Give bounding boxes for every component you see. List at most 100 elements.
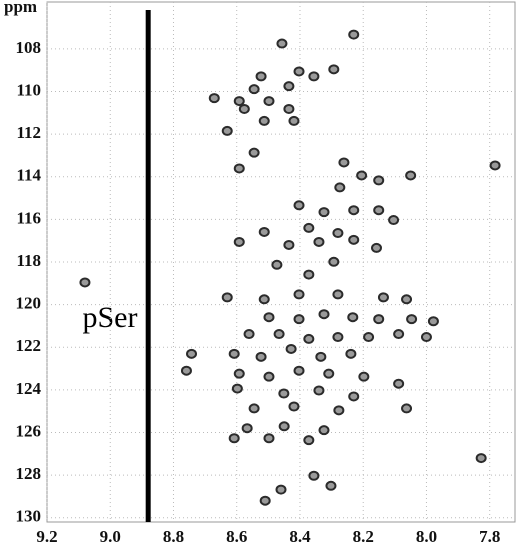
peak [288,115,300,126]
peak [356,170,368,181]
peak [328,64,340,75]
peak [303,333,315,344]
peak [233,96,245,107]
peak [348,205,360,216]
peak [377,292,389,303]
peak [278,388,290,399]
peak [303,222,315,233]
peak [313,236,325,247]
peak [405,170,417,181]
peak [293,66,305,77]
peak [263,96,275,107]
peak [241,423,253,434]
peak [228,433,240,444]
peak [323,368,335,379]
peak [303,435,315,446]
peak [285,343,297,354]
peak [79,277,91,288]
annotation: pSer [83,301,138,334]
peak [308,470,320,481]
peak [318,207,330,218]
y-tick-label: 126 [16,421,42,440]
peak [263,433,275,444]
y-tick-label: 108 [16,38,42,57]
peak [406,314,418,325]
peak [248,403,260,414]
peak [363,332,375,343]
y-tick-label: 124 [16,379,42,398]
x-tick-label: 9.0 [100,527,121,546]
peak [393,378,405,389]
x-tick-label: 8.6 [226,527,247,546]
y-tick-label: 122 [16,336,42,355]
peak [332,289,344,300]
peak [332,332,344,343]
x-tick-label: 7.8 [479,527,500,546]
peak [186,348,198,359]
peak [208,93,220,104]
peak [373,205,385,216]
peak [221,292,233,303]
peak [393,329,405,340]
peak [233,163,245,174]
y-axis-label: ppm [4,0,37,16]
peak [420,332,432,343]
peak [338,157,350,168]
peak [233,368,245,379]
peak [347,312,359,323]
y-tick-label: 114 [16,166,41,185]
peak [489,160,501,171]
peak [273,329,285,340]
peak [283,103,295,114]
peak [255,71,267,82]
peak [258,226,270,237]
peak [283,81,295,92]
peak [308,71,320,82]
peak [313,385,325,396]
peak [348,234,360,245]
peak [388,215,400,226]
peak [221,125,233,136]
peak [238,103,250,114]
peak [358,371,370,382]
peak [475,453,487,464]
peak [283,239,295,250]
x-tick-label: 8.0 [416,527,437,546]
peak [318,309,330,320]
peak [258,294,270,305]
peak [315,351,327,362]
peak [293,200,305,211]
peak [370,242,382,253]
y-tick-label: 116 [16,208,41,227]
peak [303,269,315,280]
peak [318,425,330,436]
peak [345,348,357,359]
y-tick-label: 130 [16,507,42,526]
peak [263,312,275,323]
peak [334,182,346,193]
y-tick-label: 128 [16,464,42,483]
y-tick-label: 112 [16,123,41,142]
peak [348,29,360,40]
x-tick-label: 9.2 [36,527,57,546]
x-tick-label: 8.8 [163,527,184,546]
peak [259,495,271,506]
peak [248,147,260,158]
peak [231,383,243,394]
peak [271,259,283,270]
y-tick-label: 110 [16,80,41,99]
peak [325,480,337,491]
peak [278,421,290,432]
peak [288,401,300,412]
peak [248,84,260,95]
peak [180,365,192,376]
y-tick-label: 118 [16,251,41,270]
peak [243,329,255,340]
y-tick-label: 120 [16,294,42,313]
peak [401,403,413,414]
peak [276,38,288,49]
peak [348,391,360,402]
peak [275,484,287,495]
peak [233,236,245,247]
